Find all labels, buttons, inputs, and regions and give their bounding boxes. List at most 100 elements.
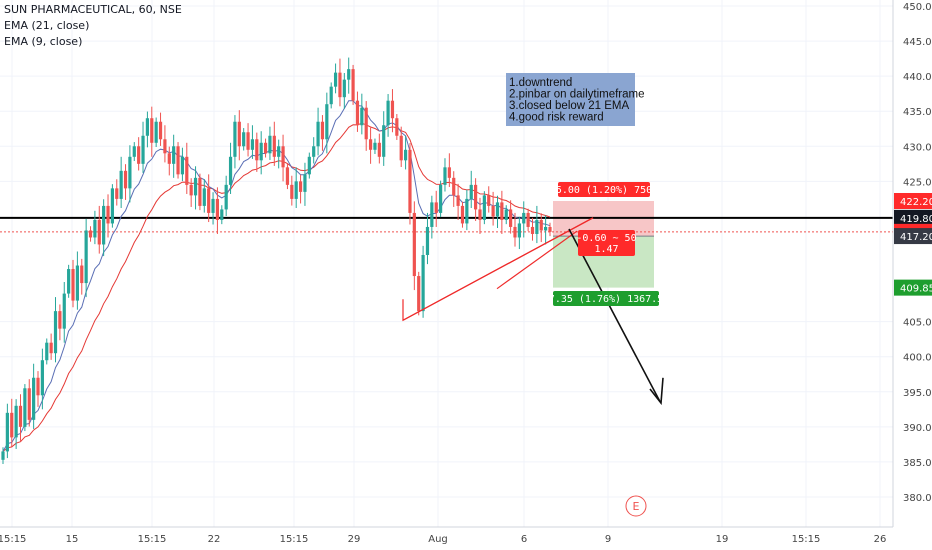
y-tick-label: 380.00 xyxy=(903,493,932,504)
candle-body xyxy=(548,226,552,232)
candle-body xyxy=(373,142,377,150)
candle-body xyxy=(281,146,285,168)
candle-body xyxy=(447,167,451,178)
candle-body xyxy=(421,255,425,312)
candle-body xyxy=(220,209,224,220)
stop-label-box xyxy=(558,182,650,197)
ema21-legend[interactable]: EMA (21, close) xyxy=(4,19,90,32)
candle-body xyxy=(504,209,508,220)
target-label: 7.35 (1.76%) 1367.5 xyxy=(549,291,663,306)
candle-body xyxy=(145,118,150,136)
candle-body xyxy=(403,149,408,161)
candle-body xyxy=(487,195,491,206)
candle-body xyxy=(329,86,333,105)
x-tick-label: 15:15 xyxy=(280,534,309,545)
position-labels: 5.00 (1.20%) 750 -0.60 ~ 501.47 7.35 (1.76… xyxy=(549,182,663,306)
ema9-legend[interactable]: EMA (9, close) xyxy=(4,35,83,48)
note-box xyxy=(506,73,635,126)
symbol-title[interactable]: SUN PHARMACEUTICAL, 60, NSE xyxy=(4,3,182,16)
price-tag xyxy=(894,228,932,245)
y-axis[interactable]: 450.00 445.00 440.00 435.00 430.00 425.00 405.… xyxy=(892,0,932,550)
candle-body xyxy=(150,118,154,143)
trendline-support xyxy=(496,230,578,290)
candle-body xyxy=(465,198,469,224)
candle-body xyxy=(535,219,539,234)
position-label: -0.60 ~ 501.47 xyxy=(576,230,637,256)
candle-body xyxy=(84,230,88,284)
candle-body xyxy=(23,388,27,427)
x-axis[interactable]: 15:15 15 15:15 22 15:15 29 Aug 6 9 19 15:15 26 xyxy=(0,526,893,545)
target-label-box xyxy=(553,291,659,306)
candle-body xyxy=(97,219,101,245)
candle-body xyxy=(425,226,430,256)
y-axis-background xyxy=(893,0,932,550)
candle-body xyxy=(395,118,399,136)
candle-body xyxy=(93,219,97,238)
candle-body xyxy=(45,342,49,361)
candle-body xyxy=(408,149,412,213)
candle-body xyxy=(285,167,290,185)
note-line: 4.good risk reward xyxy=(509,112,604,124)
candle-body xyxy=(360,107,364,126)
candle-body xyxy=(355,100,360,126)
candle-body xyxy=(377,142,381,157)
candle-body xyxy=(132,146,136,157)
candle-body xyxy=(439,184,443,213)
candle-body xyxy=(364,107,368,140)
candle-body xyxy=(495,202,500,217)
candle-body xyxy=(513,226,517,238)
candle-body xyxy=(482,195,486,220)
candle-body xyxy=(478,209,482,220)
note-line: 1.downtrend xyxy=(509,77,572,89)
candle-body xyxy=(430,202,434,227)
x-tick-label: 15 xyxy=(66,534,79,545)
y-tick-label: 445.00 xyxy=(903,37,932,48)
projection-arrow-head xyxy=(649,377,664,406)
candle-body xyxy=(27,388,31,420)
candle-body xyxy=(386,100,390,126)
price-tag-label: 419.80 xyxy=(900,214,932,225)
candle-body xyxy=(500,202,504,220)
price-tag-label: 422.20 xyxy=(900,197,932,208)
candle-body xyxy=(460,205,465,224)
candle-body xyxy=(325,104,329,140)
grid xyxy=(0,0,893,527)
x-tick-label: 15:15 xyxy=(138,534,167,545)
candle-body xyxy=(307,156,311,175)
candle-body xyxy=(88,230,93,238)
candle-body xyxy=(62,293,66,329)
candle-body xyxy=(106,205,110,224)
candle-body xyxy=(298,181,303,192)
candle-body xyxy=(40,360,44,396)
candle-body xyxy=(452,177,456,196)
candle-body xyxy=(246,132,250,150)
candle-body xyxy=(137,146,141,164)
candle-body xyxy=(215,198,220,220)
position-label-text: -0.60 ~ 50 xyxy=(576,233,636,244)
y-tick-label: 450.00 xyxy=(903,2,932,13)
ema21-line xyxy=(2,122,551,452)
y-tick-label: 385.00 xyxy=(903,458,932,469)
candle-body xyxy=(382,125,386,157)
candle-body xyxy=(202,188,206,206)
candle-body xyxy=(517,223,521,238)
candle-body xyxy=(263,142,268,154)
candle-body xyxy=(259,142,263,161)
x-tick-label: 6 xyxy=(521,534,527,545)
candle-body xyxy=(255,139,259,161)
candle-body xyxy=(211,198,215,213)
candle-body xyxy=(399,135,403,161)
reference-lines[interactable] xyxy=(0,216,893,233)
x-tick-label: 9 xyxy=(605,534,611,545)
candle-body xyxy=(67,269,71,294)
price-tag xyxy=(894,209,932,226)
candle-body xyxy=(347,69,351,80)
x-tick-label: 26 xyxy=(874,534,887,545)
y-tick-label: 435.00 xyxy=(903,107,932,118)
target-label-text: 7.35 (1.76%) 1367.5 xyxy=(549,294,663,305)
candle-body xyxy=(1,451,5,460)
candle-body xyxy=(80,265,84,284)
